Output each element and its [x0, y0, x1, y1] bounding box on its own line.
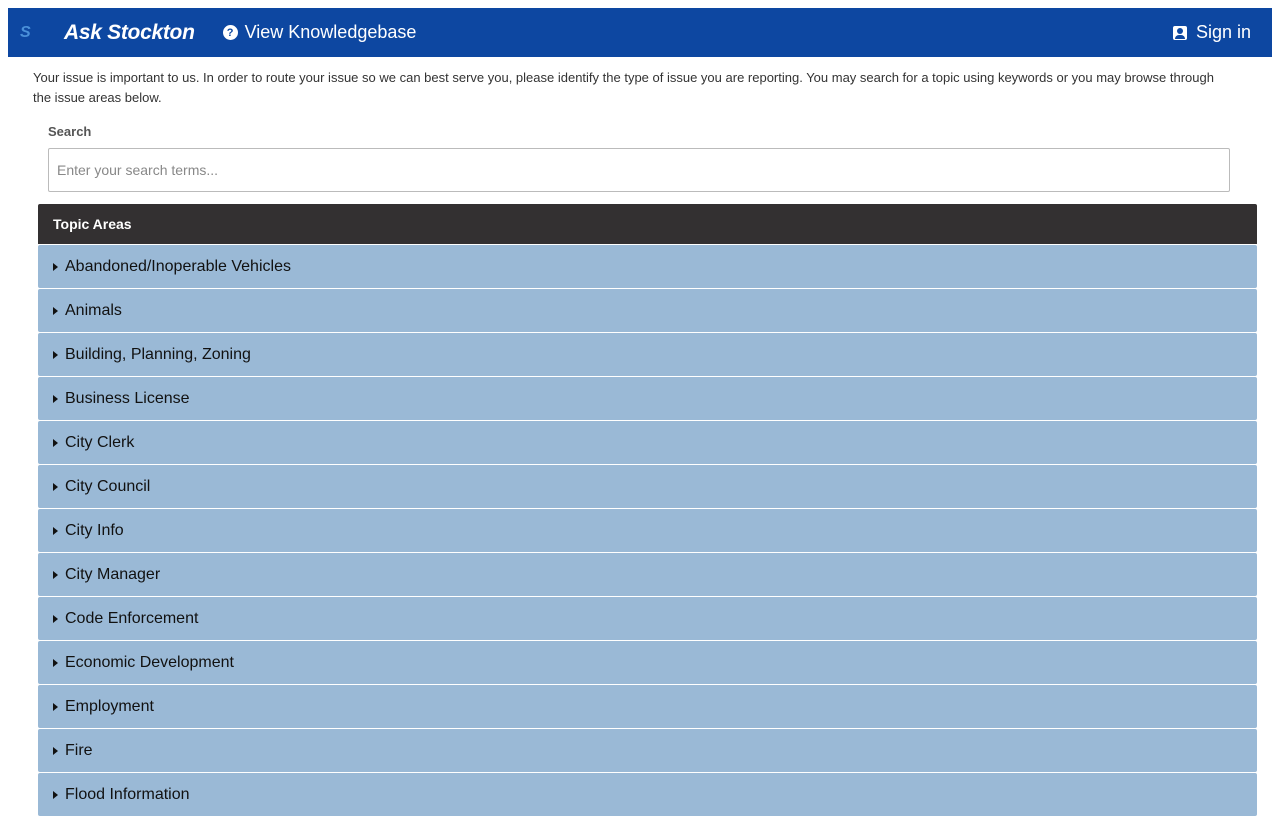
topic-item[interactable]: City Council [38, 465, 1257, 508]
topic-label: Economic Development [65, 653, 234, 671]
topic-label: City Clerk [65, 433, 135, 451]
topic-label: Animals [65, 301, 122, 319]
topic-label: Code Enforcement [65, 609, 199, 627]
topic-item[interactable]: Code Enforcement [38, 597, 1257, 640]
topic-item[interactable]: Flood Information [38, 773, 1257, 816]
topic-item[interactable]: Economic Development [38, 641, 1257, 684]
caret-right-icon [53, 394, 58, 403]
topic-item[interactable]: Animals [38, 289, 1257, 332]
sign-in-label: Sign in [1195, 22, 1251, 42]
topic-label: City Manager [65, 565, 161, 583]
logo-icon[interactable]: S [20, 23, 31, 41]
view-knowledgebase-link[interactable]: ? View Knowledgebase [222, 22, 417, 43]
topic-label: Abandoned/Inoperable Vehicles [65, 257, 291, 275]
topic-item[interactable]: Building, Planning, Zoning [38, 333, 1257, 376]
topic-label: Building, Planning, Zoning [65, 345, 251, 363]
topic-label: Business License [65, 389, 190, 407]
question-circle-icon: ? [222, 25, 238, 40]
caret-right-icon [53, 482, 58, 491]
topic-item[interactable]: City Clerk [38, 421, 1257, 464]
topic-label: Flood Information [65, 785, 190, 803]
topic-label: Fire [65, 741, 93, 759]
topic-areas-panel: Topic Areas Abandoned/Inoperable Vehicle… [38, 204, 1257, 816]
topic-item[interactable]: City Info [38, 509, 1257, 552]
top-navbar: S Ask Stockton ? View Knowledgebase Sign… [8, 8, 1272, 57]
knowledgebase-label: View Knowledgebase [244, 22, 417, 42]
search-input[interactable] [48, 148, 1230, 192]
search-label: Search [48, 124, 92, 139]
caret-right-icon [53, 702, 58, 711]
topic-label: Employment [65, 697, 154, 715]
topic-label: City Council [65, 477, 151, 495]
user-icon [1172, 25, 1187, 40]
caret-right-icon [53, 746, 58, 755]
caret-right-icon [53, 790, 58, 799]
caret-right-icon [53, 614, 58, 623]
caret-right-icon [53, 570, 58, 579]
topic-label: City Info [65, 521, 124, 539]
caret-right-icon [53, 658, 58, 667]
topic-item[interactable]: Fire [38, 729, 1257, 772]
caret-right-icon [53, 350, 58, 359]
caret-right-icon [53, 306, 58, 315]
intro-text: Your issue is important to us. In order … [33, 70, 1214, 105]
caret-right-icon [53, 438, 58, 447]
caret-right-icon [53, 262, 58, 271]
caret-right-icon [53, 526, 58, 535]
brand-title[interactable]: Ask Stockton [64, 20, 195, 44]
topic-item[interactable]: Abandoned/Inoperable Vehicles [38, 245, 1257, 288]
topic-item[interactable]: Employment [38, 685, 1257, 728]
topic-areas-header: Topic Areas [38, 204, 1257, 244]
topic-item[interactable]: Business License [38, 377, 1257, 420]
topic-item[interactable]: City Manager [38, 553, 1257, 596]
sign-in-link[interactable]: Sign in [1172, 22, 1251, 43]
